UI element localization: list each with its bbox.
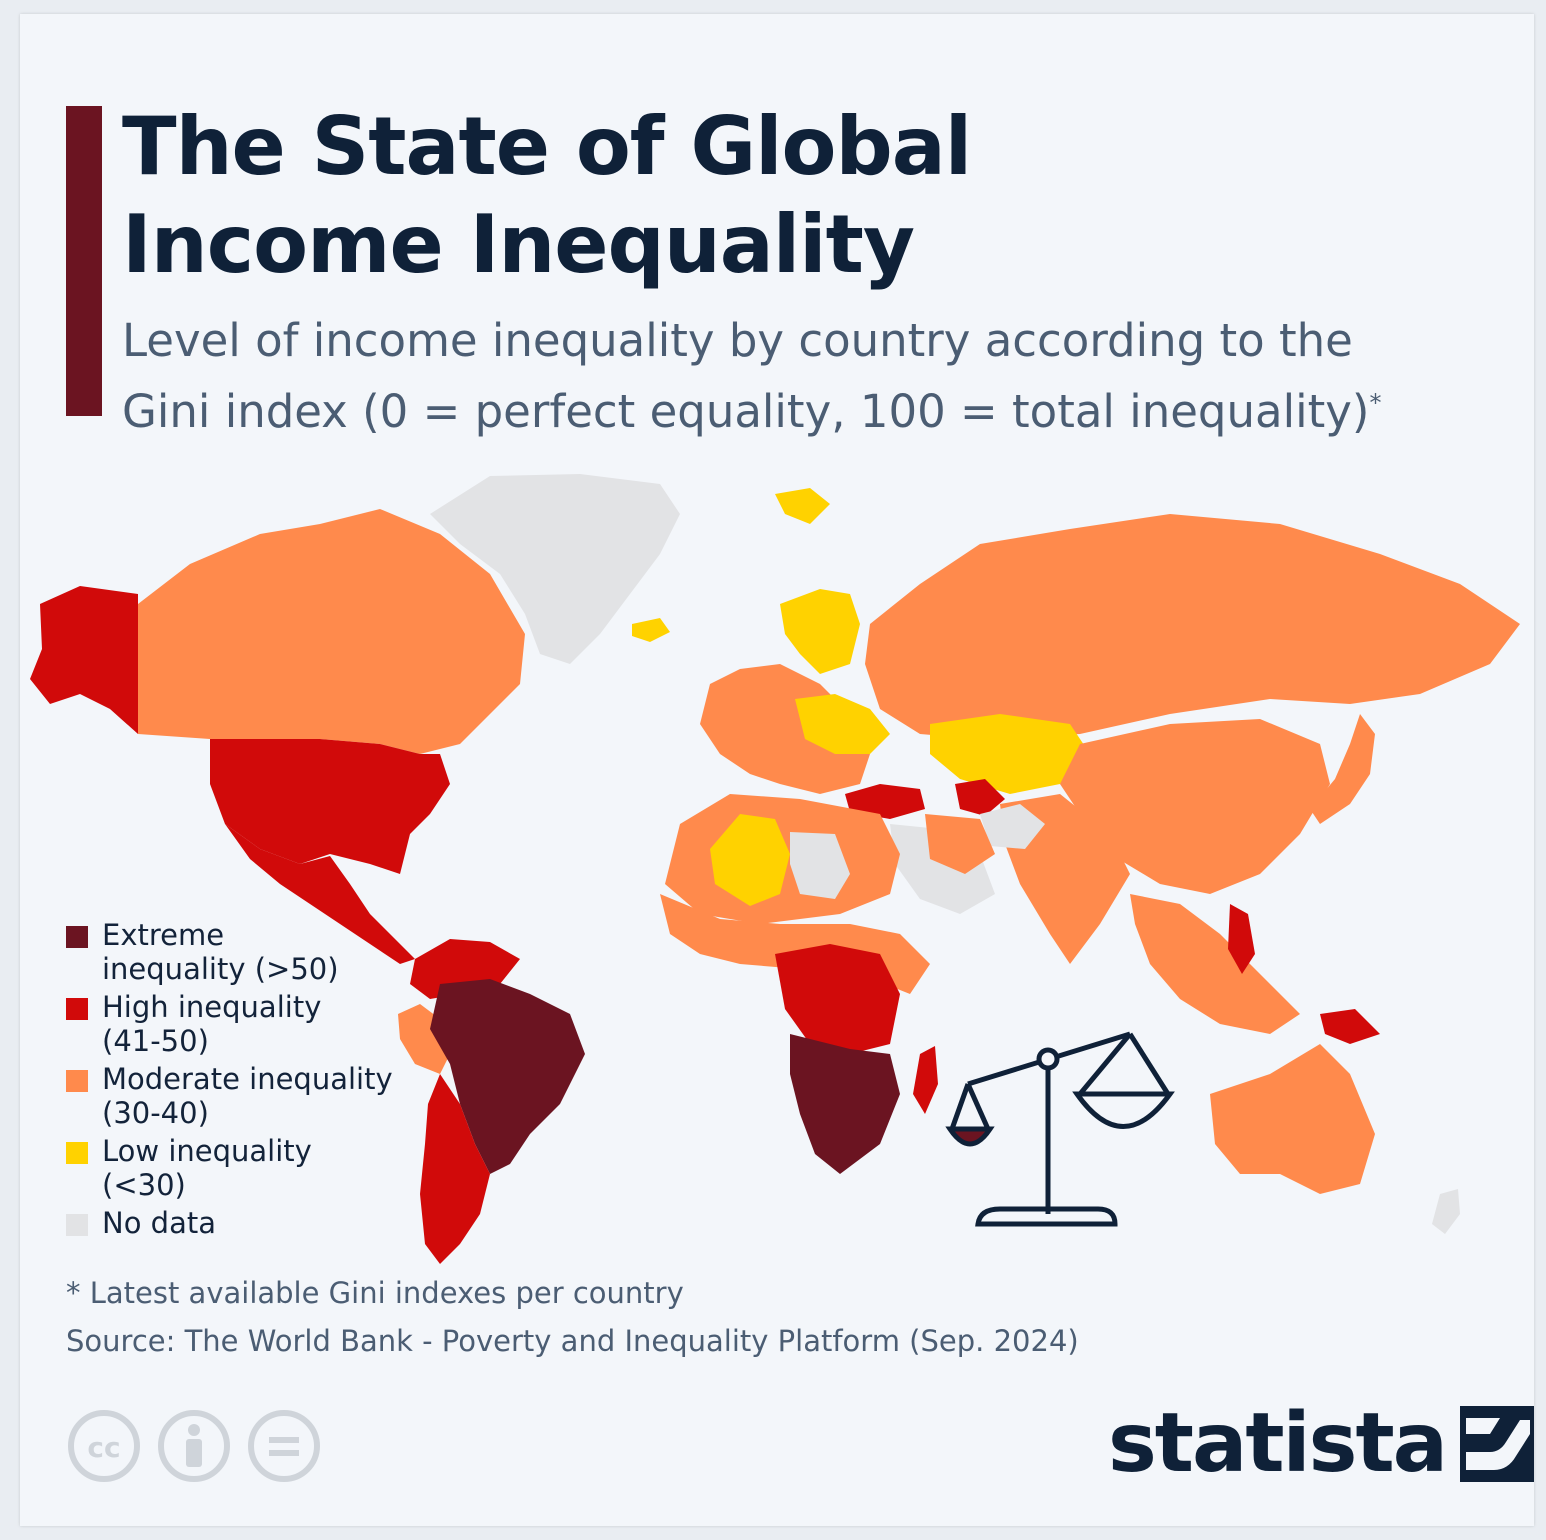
- region-southeast-asia: [1130, 894, 1300, 1034]
- red-square-icon: [66, 998, 88, 1020]
- region-kazakhstan: [930, 714, 1090, 794]
- creative-commons-icon[interactable]: cc: [68, 1410, 140, 1482]
- orange-square-icon: [66, 1070, 88, 1092]
- region-alaska: [30, 586, 138, 734]
- region-scandinavia: [780, 589, 860, 674]
- source-link[interactable]: Source: The World Bank - Poverty and Ine…: [66, 1324, 1079, 1358]
- region-eastern-europe: [795, 694, 890, 754]
- region-turkmenistan: [955, 779, 1005, 816]
- no-derivatives-icon[interactable]: [248, 1410, 320, 1482]
- map-legend: Extreme inequality (>50) High inequality…: [66, 918, 426, 1244]
- region-australia: [1210, 1044, 1375, 1194]
- region-iran: [925, 814, 995, 874]
- statista-logo[interactable]: statista: [1108, 1394, 1534, 1494]
- legend-item-low: Low inequality (<30): [66, 1134, 426, 1202]
- region-russia: [865, 514, 1520, 739]
- dark-red-square-icon: [66, 926, 88, 948]
- region-turkey: [845, 784, 925, 819]
- brand-name: statista: [1108, 1396, 1448, 1491]
- region-libya: [790, 832, 850, 899]
- svg-text:cc: cc: [87, 1431, 120, 1464]
- region-east-asia: [1060, 719, 1330, 894]
- region-usa: [210, 739, 450, 874]
- region-japan: [1310, 714, 1375, 824]
- legend-item-moderate: Moderate inequality (30-40): [66, 1062, 426, 1130]
- title-accent-bar: [66, 106, 102, 416]
- region-southern-south-america: [420, 1074, 490, 1264]
- region-algeria: [710, 814, 790, 906]
- legend-label: Extreme inequality (>50): [102, 918, 339, 986]
- legend-item-extreme: Extreme inequality (>50): [66, 918, 426, 986]
- attribution-icon[interactable]: [158, 1410, 230, 1482]
- legend-label: High inequality (41-50): [102, 990, 322, 1058]
- region-middle-east: [890, 824, 995, 914]
- region-philippines: [1228, 904, 1255, 974]
- region-afghanistan: [980, 804, 1045, 849]
- license-icons: cc: [68, 1410, 320, 1482]
- legend-label: Low inequality (<30): [102, 1134, 312, 1202]
- region-svalbard: [775, 488, 830, 524]
- world-map: [30, 474, 1520, 1264]
- region-canada: [138, 509, 525, 754]
- region-madagascar: [913, 1046, 938, 1114]
- region-central-africa: [775, 944, 900, 1054]
- region-mexico: [225, 824, 415, 964]
- legend-item-no-data: No data: [66, 1206, 426, 1240]
- page-title: The State of Global Income Inequality: [122, 100, 972, 291]
- region-iceland: [632, 618, 670, 642]
- grey-square-icon: [66, 1214, 88, 1236]
- legend-label: Moderate inequality (30-40): [102, 1062, 393, 1130]
- region-new-zealand: [1432, 1189, 1460, 1234]
- subtitle: Level of income inequality by country ac…: [122, 310, 1442, 443]
- region-brazil: [430, 979, 585, 1174]
- legend-item-high: High inequality (41-50): [66, 990, 426, 1058]
- region-png: [1320, 1009, 1380, 1044]
- legend-label: No data: [102, 1206, 216, 1240]
- balance-scale-icon: [945, 1031, 1175, 1227]
- subtitle-footnote-marker: *: [1369, 389, 1382, 417]
- statista-logo-icon: [1460, 1406, 1534, 1482]
- infographic-card: The State of Global Income Inequality Le…: [20, 14, 1534, 1526]
- region-southern-africa: [790, 1034, 900, 1174]
- footnote: * Latest available Gini indexes per coun…: [66, 1276, 684, 1310]
- region-greenland: [430, 474, 680, 664]
- yellow-square-icon: [66, 1142, 88, 1164]
- subtitle-text: Level of income inequality by country ac…: [122, 314, 1370, 438]
